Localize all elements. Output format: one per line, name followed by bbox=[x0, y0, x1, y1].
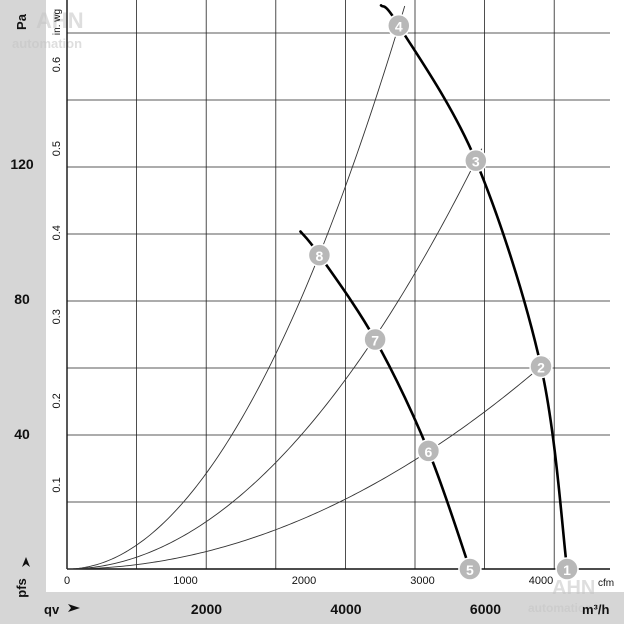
pa-tick-label: 80 bbox=[14, 291, 30, 307]
watermark-bottom-sub: automation bbox=[528, 601, 593, 615]
cfm-axis-label: cfm bbox=[598, 578, 614, 589]
cfm-tick-label: 0 bbox=[64, 575, 70, 587]
operating-point-label: 5 bbox=[466, 562, 474, 578]
m3h-axis-label: m³/h bbox=[582, 602, 610, 617]
left-axis-strip bbox=[0, 0, 46, 624]
operating-point-5 bbox=[458, 557, 482, 581]
m3h-tick-label: 4000 bbox=[330, 601, 361, 617]
watermark-top-sub: automation bbox=[12, 36, 82, 51]
inwg-tick-label: 0.1 bbox=[51, 477, 63, 492]
operating-point-label: 4 bbox=[395, 19, 403, 35]
cfm-tick-label: 3000 bbox=[410, 575, 434, 587]
curves bbox=[66, 4, 569, 571]
grid bbox=[66, 0, 610, 570]
operating-point-6 bbox=[416, 439, 441, 463]
m3h-tick-label: 2000 bbox=[191, 601, 222, 617]
pa-axis-label: Pa bbox=[14, 13, 29, 30]
pa-tick-label: 40 bbox=[14, 426, 30, 442]
watermark-bottom: AHN bbox=[552, 577, 595, 599]
operating-point-label: 3 bbox=[472, 154, 480, 170]
operating-points: 1 2 3 4 5 6 7 8 bbox=[307, 13, 579, 581]
axis-ticks: 40 80 120 0.1 0.2 0.3 0.4 0.5 0.6 0 1000 2000 3000 40… bbox=[10, 57, 553, 617]
cfm-tick-label: 1000 bbox=[173, 575, 197, 587]
bottom-axis-strip bbox=[0, 592, 624, 624]
operating-point-8 bbox=[307, 243, 332, 267]
system-curve bbox=[66, 148, 483, 570]
system-curve bbox=[66, 358, 551, 570]
pa-tick-label: 120 bbox=[10, 156, 34, 172]
inwg-tick-label: 0.6 bbox=[51, 57, 63, 72]
operating-point-7 bbox=[363, 327, 387, 352]
qv-arrow-icon bbox=[68, 604, 80, 612]
inwg-tick-label: 0.3 bbox=[51, 309, 63, 324]
m3h-tick-label: 6000 bbox=[470, 601, 501, 617]
inwg-tick-label: 0.2 bbox=[51, 393, 63, 408]
fan-curve bbox=[299, 230, 472, 571]
inwg-axis-label: in. wg bbox=[52, 9, 63, 35]
operating-point-label: 1 bbox=[563, 562, 571, 578]
pfs-arrow-icon bbox=[22, 557, 30, 567]
qv-symbol: qv bbox=[44, 602, 60, 617]
inwg-tick-label: 0.4 bbox=[51, 225, 63, 240]
operating-point-label: 2 bbox=[537, 360, 545, 376]
operating-point-label: 6 bbox=[425, 444, 433, 460]
fan-curve bbox=[379, 4, 569, 571]
cfm-tick-label: 4000 bbox=[529, 575, 553, 587]
inwg-tick-label: 0.5 bbox=[51, 141, 63, 156]
system-curve bbox=[66, 5, 406, 570]
operating-point-3 bbox=[464, 148, 488, 173]
pfs-symbol: pfs bbox=[14, 578, 29, 598]
operating-point-4 bbox=[387, 13, 411, 38]
operating-point-label: 8 bbox=[316, 248, 324, 264]
watermark-top: AHN bbox=[36, 8, 84, 33]
operating-point-label: 7 bbox=[371, 333, 379, 349]
cfm-tick-label: 2000 bbox=[292, 575, 316, 587]
operating-point-2 bbox=[529, 354, 553, 379]
operating-point-1 bbox=[555, 557, 579, 581]
